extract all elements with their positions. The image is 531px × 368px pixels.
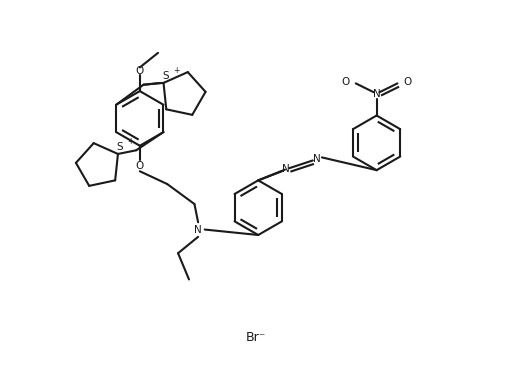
Text: S: S: [116, 142, 123, 152]
Text: S: S: [162, 71, 169, 81]
Text: N: N: [313, 154, 320, 164]
Text: O: O: [404, 77, 412, 87]
Text: N: N: [373, 89, 381, 99]
Text: O: O: [341, 77, 350, 87]
Text: Br⁻: Br⁻: [246, 330, 267, 343]
Text: +: +: [173, 66, 179, 75]
Text: O: O: [136, 161, 144, 171]
Text: N: N: [194, 224, 202, 234]
Text: O: O: [136, 66, 144, 76]
Text: +: +: [127, 137, 134, 146]
Text: N: N: [281, 164, 289, 174]
